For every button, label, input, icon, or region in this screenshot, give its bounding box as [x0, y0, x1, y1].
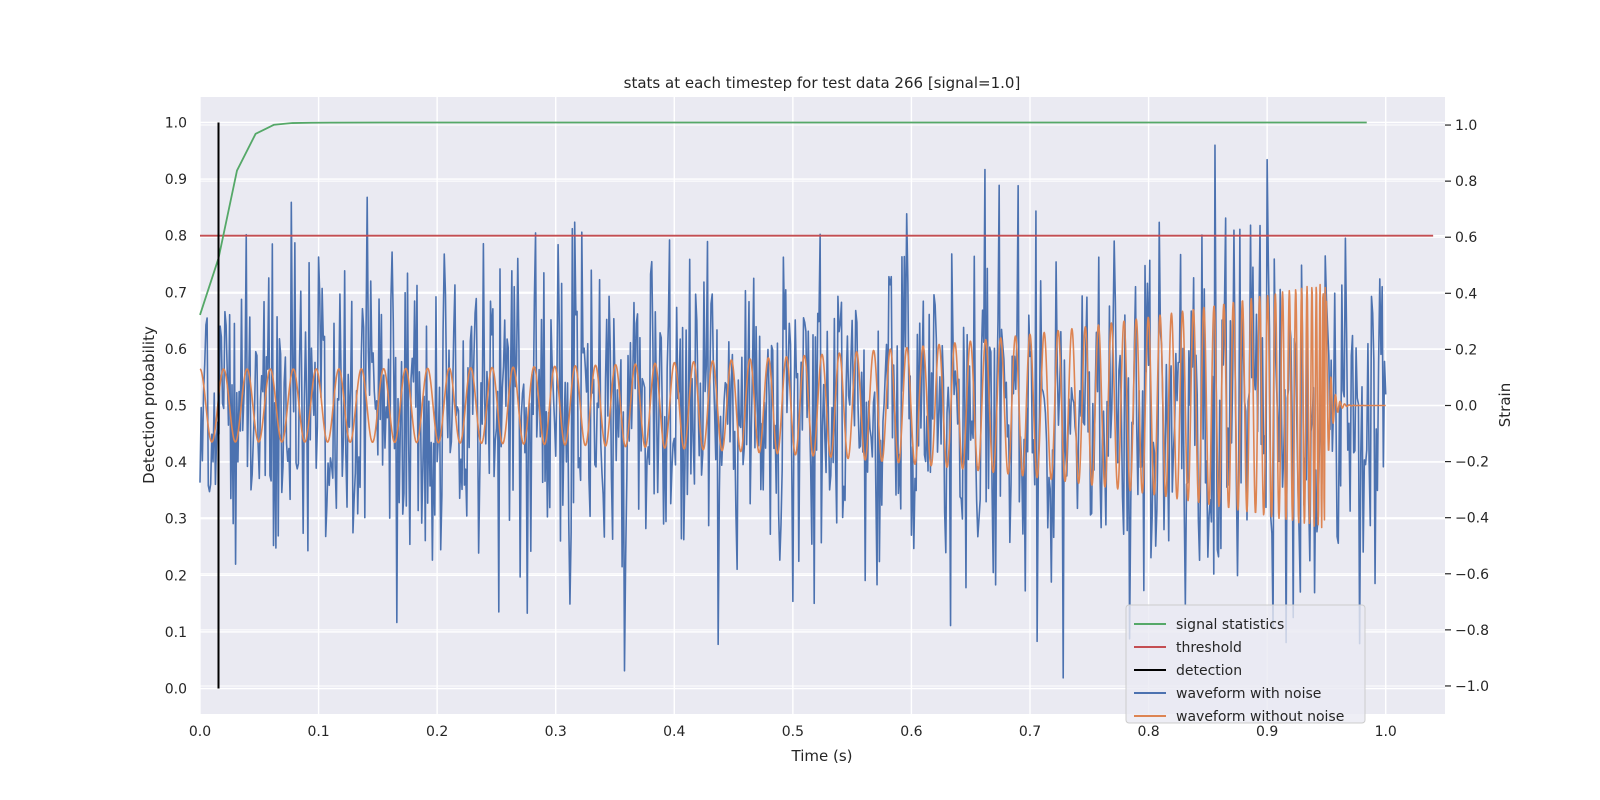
y-tick-label: 1.0 [165, 115, 187, 131]
y2-tick-label: −0.8 [1455, 623, 1489, 639]
y2-axis-label: Strain [1496, 383, 1514, 427]
y-tick-label: 0.0 [165, 682, 187, 698]
y2-tick-label: 0.0 [1455, 399, 1477, 415]
x-tick-label: 0.8 [1137, 724, 1159, 740]
y-tick-label: 0.5 [165, 399, 187, 415]
x-tick-label: 0.9 [1256, 724, 1278, 740]
legend-label: signal statistics [1176, 617, 1284, 633]
y2-tick-label: 1.0 [1455, 118, 1477, 134]
signal-statistics-line [199, 121, 1367, 316]
y2-tick-label: 0.8 [1455, 174, 1477, 190]
x-tick-label: 0.7 [1019, 724, 1041, 740]
x-axis-label: Time (s) [791, 747, 853, 765]
y-tick-label: 0.8 [165, 229, 187, 245]
y2-tick-label: −0.4 [1455, 511, 1489, 527]
legend-box [1125, 604, 1366, 724]
y-axis-label: Detection probability [140, 326, 158, 484]
waveform-without-noise-line [199, 283, 1387, 529]
legend-label: threshold [1176, 640, 1242, 656]
x-tick-label: 0.6 [900, 724, 922, 740]
x-tick-label: 0.2 [426, 724, 448, 740]
y2-tick-label: −1.0 [1455, 679, 1489, 695]
waveform-with-noise-line [199, 144, 1387, 679]
y-tick-label: 0.4 [165, 455, 187, 471]
legend: signal statistics threshold detection wavef… [1125, 604, 1366, 725]
y-tick-label: 0.2 [165, 568, 187, 584]
series-layer [199, 121, 1434, 689]
x-tick-label: 0.0 [189, 724, 211, 740]
legend-label: waveform without noise [1176, 709, 1344, 725]
x-tick-label: 1.0 [1375, 724, 1397, 740]
legend-label: detection [1176, 663, 1242, 679]
x-tick-label: 0.3 [545, 724, 567, 740]
chart-title: stats at each timestep for test data 266… [624, 74, 1021, 92]
x-axis: 0.0 0.1 0.2 0.3 0.4 0.5 0.6 0.7 0.8 0.9 1.0 [189, 724, 1397, 740]
y-tick-label: 0.7 [165, 285, 187, 301]
y2-tick-label: 0.4 [1455, 286, 1477, 302]
x-tick-label: 0.5 [782, 724, 804, 740]
x-tick-label: 0.1 [307, 724, 329, 740]
y-axis-left: 0.0 0.1 0.2 0.3 0.4 0.5 0.6 0.7 0.8 0.9 1.0 [165, 115, 187, 697]
y2-tick-label: −0.2 [1455, 455, 1489, 471]
y-axis-right: −1.0 −0.8 −0.6 −0.4 −0.2 0.0 0.2 0.4 0.6 0.8 1.0 [1445, 118, 1489, 695]
y-tick-label: 0.3 [165, 512, 187, 528]
y2-tick-label: 0.6 [1455, 230, 1477, 246]
y-tick-label: 0.6 [165, 342, 187, 358]
y2-tick-label: −0.6 [1455, 567, 1489, 583]
legend-label: waveform with noise [1176, 686, 1321, 702]
x-tick-label: 0.4 [663, 724, 685, 740]
y-tick-label: 0.1 [165, 625, 187, 641]
y-tick-label: 0.9 [165, 172, 187, 188]
y2-tick-label: 0.2 [1455, 342, 1477, 358]
